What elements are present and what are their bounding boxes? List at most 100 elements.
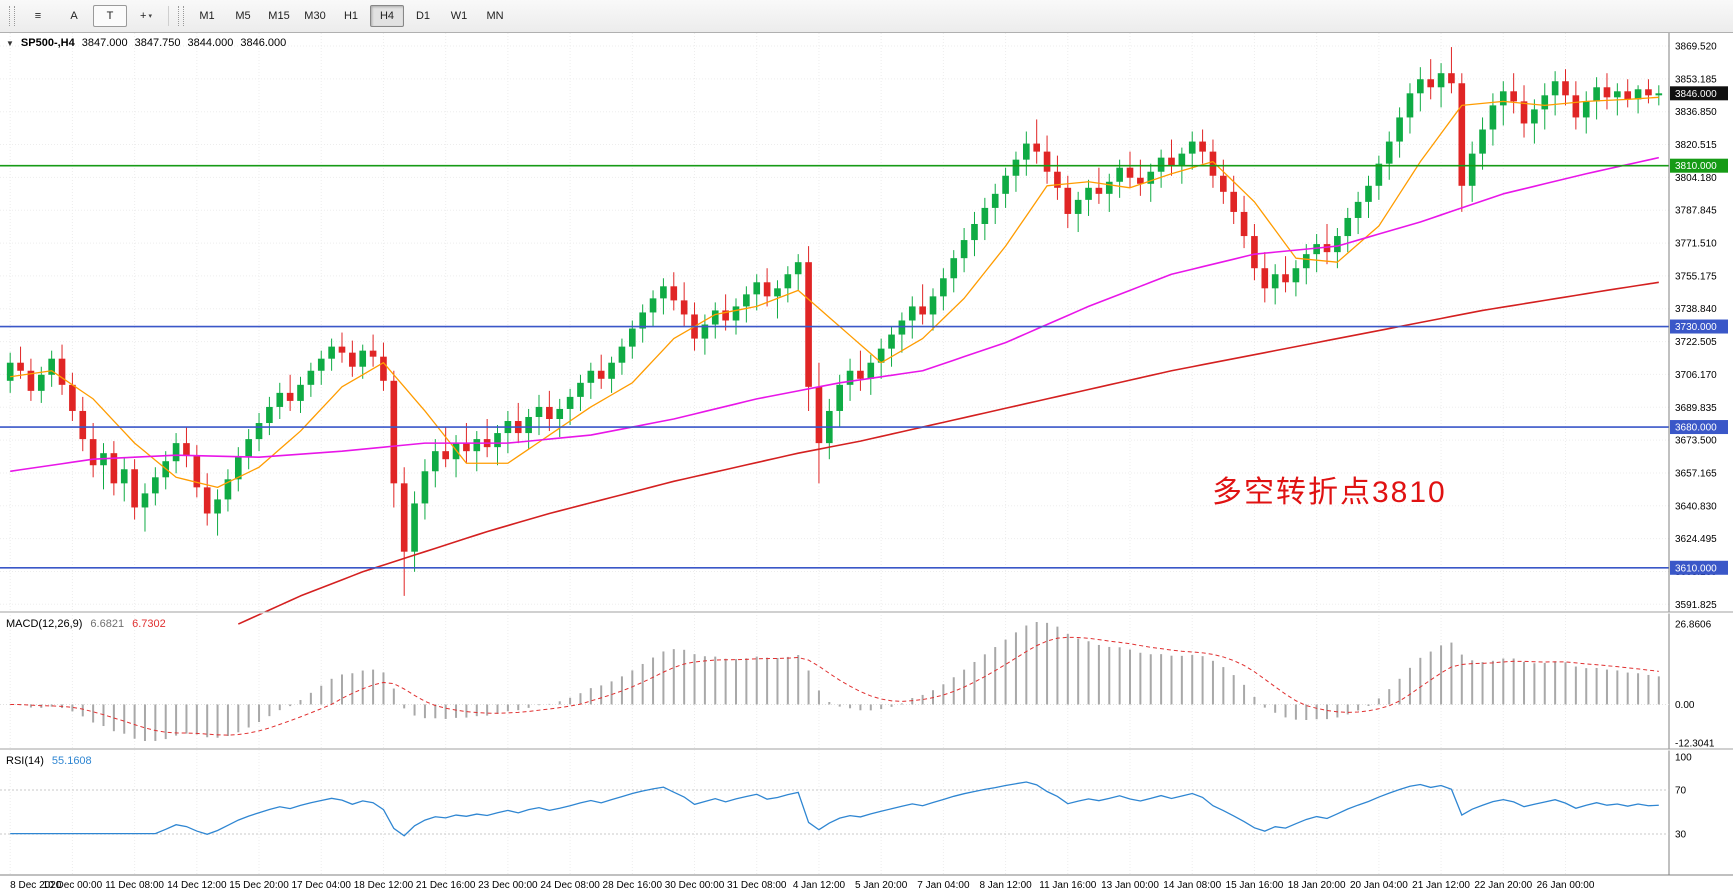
candle-body [1499,91,1507,106]
candle-body [1479,129,1486,154]
candle-body [836,384,844,411]
timeframe-button-m5[interactable]: M5 [235,10,251,22]
candle-body [328,346,335,359]
price-tick-label: 3869.520 [1675,42,1717,53]
candle-body [359,350,367,367]
candle-body [660,286,667,299]
time-axis-label: 18 Dec 12:00 [354,880,414,891]
candle-body [1375,163,1383,186]
candle-body [577,382,584,397]
price-badge-label: 3610.000 [1675,563,1717,574]
time-axis-label: 23 Dec 00:00 [478,880,538,891]
annotate-letter-tool[interactable]: A [70,10,78,22]
timeframe-button-h1[interactable]: H1 [343,10,359,22]
candle-body [960,240,968,259]
candle-body [774,288,781,297]
time-axis-label: 5 Jan 20:00 [855,880,908,891]
collapse-triangle-icon[interactable]: ▼ [6,38,14,48]
price-badge-label: 3810.000 [1675,161,1717,172]
text-box-tool[interactable]: T [93,5,127,27]
timeframe-button-mn[interactable]: MN [486,10,504,22]
candle-body [794,262,802,275]
candle-body [639,312,646,329]
candle-body [276,392,284,407]
candle-body [670,286,678,301]
time-axis-label: 4 Jan 12:00 [793,880,846,891]
candle-body [919,306,926,315]
toolbar-drag-handle[interactable] [9,6,15,26]
candle-body [1603,87,1611,98]
price-badge [1670,86,1728,101]
cursor-tool[interactable]: + ▾ [140,10,152,22]
timeframe-button-m30[interactable]: M30 [304,10,326,22]
timeframe-button-h4[interactable]: H4 [370,5,404,27]
candle-body [628,328,636,347]
candle-body [597,370,605,379]
candle-body [1510,91,1517,102]
macd-tick-label: 26.8606 [1675,620,1712,631]
time-axis-label: 24 Dec 08:00 [540,880,600,891]
price-tick-label: 3706.170 [1675,370,1717,381]
candle-body [234,457,242,480]
time-axis-label: 7 Jan 04:00 [917,880,970,891]
candle-body [722,310,729,321]
rsi-name: RSI(14) [6,755,44,767]
candle-body [1634,89,1642,100]
candle-body [1105,181,1113,194]
candle-body [411,503,418,552]
candle-body [494,433,501,448]
ohlc-close: 3846.000 [240,37,287,49]
price-tick-label: 3722.505 [1675,337,1717,348]
chart-canvas[interactable]: 3869.520 3853.185 3836.850 3820.515 3804.180… [0,33,1733,894]
candle-body [981,207,989,224]
candle-body [1582,101,1590,118]
candle-body [1261,268,1269,289]
charts-list-tool[interactable]: ≡ [34,10,42,22]
candle-body [6,362,14,381]
candle-body [1593,87,1600,102]
candle-body [120,469,128,484]
candle-body [1116,167,1123,182]
candle-body [1520,101,1528,124]
time-axis-label: 11 Jan 16:00 [1039,880,1097,891]
candle-body [1251,236,1258,269]
candle-body [338,346,346,353]
candle-body [1292,268,1300,283]
timeframe-button-w1[interactable]: W1 [450,10,468,22]
toolbar-drag-handle-2[interactable] [178,6,184,26]
macd-tick-label: 0.00 [1675,700,1695,711]
timeframe-button-d1[interactable]: D1 [415,10,431,22]
time-axis-label: 11 Dec 08:00 [105,880,164,891]
candle-body [1074,199,1082,214]
candle-body [307,370,315,385]
candle-body [1365,185,1372,202]
candle-body [1043,151,1051,172]
candle-body [877,348,885,363]
price-tick-label: 3771.510 [1675,239,1717,250]
candle-body [1002,175,1009,194]
time-axis-label: 8 Dec 2020 [10,880,62,891]
price-tick-label: 3591.825 [1675,600,1717,611]
timeframe-button-m1[interactable]: M1 [199,10,215,22]
candle-body [1385,141,1393,164]
price-badge-label: 3730.000 [1675,322,1717,333]
candle-body [421,471,429,504]
drawing-tools-group: ≡ A T + ▾ [20,5,164,27]
timeframe-button-m15[interactable]: M15 [268,10,290,22]
price-tick-label: 3624.495 [1675,534,1717,545]
candle-body [1240,211,1248,237]
candle-body [400,483,408,552]
candle-body [753,282,761,295]
candle-body [1624,91,1632,100]
candle-body [369,350,377,357]
candle-body [172,443,180,462]
rsi-line [10,781,1659,837]
price-tick-label: 3804.180 [1675,173,1717,184]
candle-body [711,310,719,325]
candle-body [525,416,532,434]
candle-body [1209,151,1217,176]
toolbar: ≡ A T + ▾ M1 M5 M15 M30 H1 H4 D1 W1 MN [0,0,1733,33]
candle-body [1199,141,1206,152]
time-axis-label: 20 Jan 04:00 [1350,880,1408,891]
candle-body [1147,171,1155,184]
